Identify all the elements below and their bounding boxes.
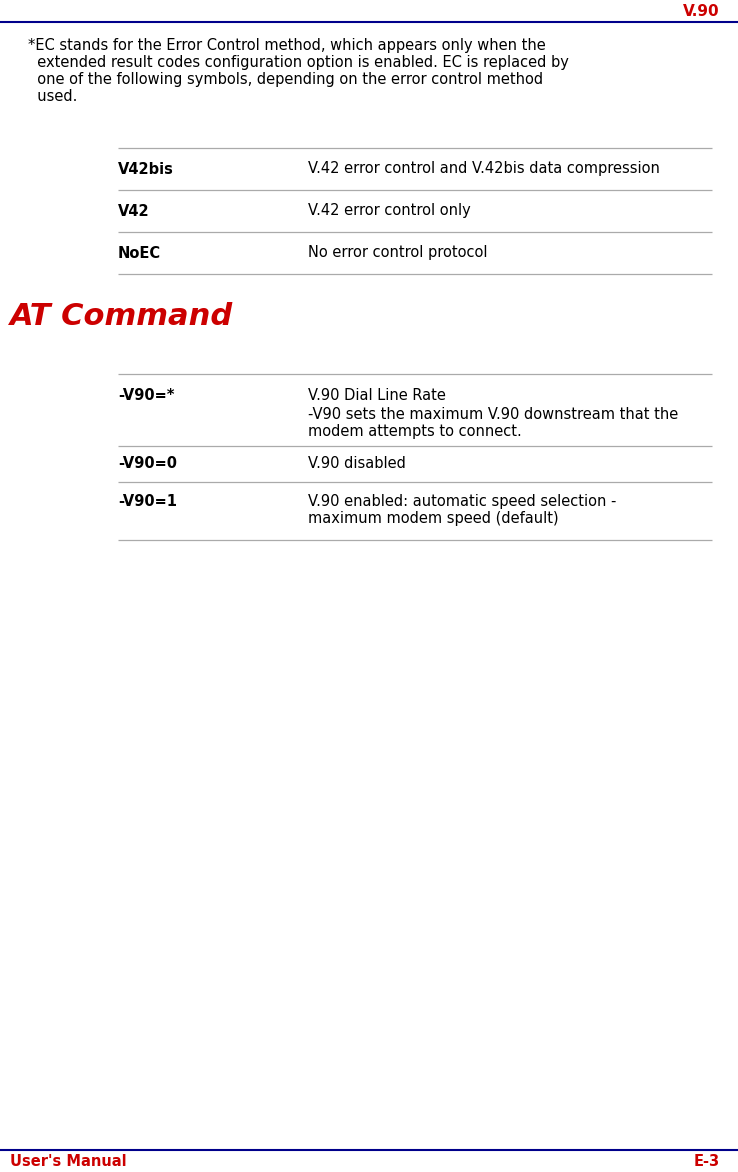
Text: used.: used. [28,89,77,104]
Text: V42bis: V42bis [118,162,174,177]
Text: V.90: V.90 [683,4,720,19]
Text: *EC stands for the Error Control method, which appears only when the: *EC stands for the Error Control method,… [28,38,545,53]
Text: AT Command: AT Command [10,302,233,331]
Text: V.90 Dial Line Rate: V.90 Dial Line Rate [308,388,446,403]
Text: V.90 enabled: automatic speed selection -: V.90 enabled: automatic speed selection … [308,495,616,509]
Text: -V90 sets the maximum V.90 downstream that the: -V90 sets the maximum V.90 downstream th… [308,407,678,422]
Text: V.42 error control and V.42bis data compression: V.42 error control and V.42bis data comp… [308,162,660,177]
Text: -V90=*: -V90=* [118,388,174,403]
Text: -V90=0: -V90=0 [118,457,177,471]
Text: one of the following symbols, depending on the error control method: one of the following symbols, depending … [28,71,543,87]
Text: V.90 disabled: V.90 disabled [308,457,406,471]
Text: NoEC: NoEC [118,245,161,260]
Text: -V90=1: -V90=1 [118,495,177,509]
Text: User's Manual: User's Manual [10,1154,127,1168]
Text: modem attempts to connect.: modem attempts to connect. [308,424,522,440]
Text: V42: V42 [118,204,150,218]
Text: No error control protocol: No error control protocol [308,245,488,260]
Text: maximum modem speed (default): maximum modem speed (default) [308,511,559,526]
Text: V.42 error control only: V.42 error control only [308,204,471,218]
Text: extended result codes configuration option is enabled. EC is replaced by: extended result codes configuration opti… [28,55,569,70]
Text: E-3: E-3 [694,1154,720,1168]
